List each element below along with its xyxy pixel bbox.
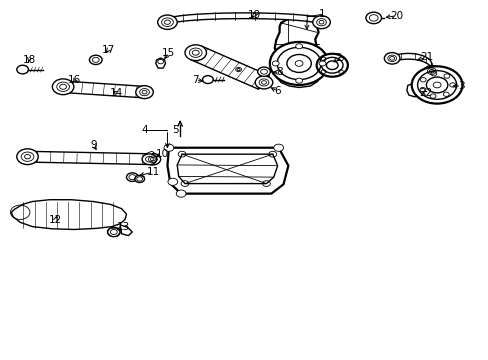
Polygon shape (406, 82, 425, 97)
Polygon shape (177, 154, 277, 184)
Polygon shape (274, 17, 318, 63)
Circle shape (319, 61, 325, 66)
Circle shape (257, 67, 270, 76)
Text: 19: 19 (247, 10, 260, 20)
Circle shape (17, 149, 38, 165)
Polygon shape (156, 58, 165, 68)
Circle shape (176, 190, 185, 197)
Circle shape (158, 15, 177, 30)
Circle shape (411, 66, 462, 104)
Circle shape (145, 153, 160, 165)
Text: 20: 20 (389, 11, 403, 21)
Circle shape (255, 76, 272, 89)
Circle shape (89, 55, 102, 64)
Text: 1: 1 (319, 9, 325, 19)
Circle shape (272, 61, 279, 66)
Text: 18: 18 (22, 55, 36, 65)
Circle shape (295, 44, 302, 49)
Circle shape (17, 65, 28, 74)
Text: 22: 22 (418, 88, 431, 98)
Circle shape (295, 78, 302, 83)
Circle shape (135, 175, 144, 183)
Text: 10: 10 (156, 149, 169, 159)
Circle shape (107, 227, 120, 237)
Circle shape (126, 173, 138, 181)
Circle shape (52, 79, 74, 95)
Circle shape (167, 178, 177, 185)
Text: 21: 21 (419, 52, 432, 62)
Text: 17: 17 (101, 45, 114, 55)
Text: 11: 11 (146, 167, 160, 177)
Polygon shape (120, 225, 132, 235)
Circle shape (384, 53, 399, 64)
Text: 15: 15 (162, 48, 175, 58)
Polygon shape (273, 55, 321, 87)
Text: 4: 4 (141, 125, 147, 135)
Polygon shape (62, 81, 145, 98)
Polygon shape (167, 13, 321, 25)
Text: 16: 16 (68, 75, 81, 85)
Polygon shape (190, 46, 269, 89)
Text: 12: 12 (49, 215, 62, 225)
Circle shape (423, 66, 439, 77)
Text: 3: 3 (457, 81, 464, 91)
Circle shape (136, 86, 153, 99)
Circle shape (202, 76, 213, 84)
Circle shape (269, 42, 328, 85)
Polygon shape (11, 200, 126, 229)
Circle shape (163, 144, 173, 151)
Text: 8: 8 (276, 67, 283, 77)
Polygon shape (145, 151, 154, 154)
Circle shape (184, 45, 206, 60)
Text: 14: 14 (110, 88, 123, 98)
Circle shape (316, 54, 347, 77)
Polygon shape (27, 151, 153, 165)
Text: 6: 6 (274, 86, 281, 96)
Circle shape (142, 154, 157, 165)
Polygon shape (394, 53, 431, 74)
Text: 5: 5 (172, 125, 178, 135)
Text: 7: 7 (192, 75, 199, 85)
Circle shape (273, 144, 283, 151)
Circle shape (312, 16, 330, 29)
Polygon shape (167, 148, 288, 194)
Text: 13: 13 (117, 222, 130, 232)
Text: 2: 2 (334, 53, 341, 63)
Text: 9: 9 (90, 140, 97, 150)
Circle shape (365, 12, 381, 24)
